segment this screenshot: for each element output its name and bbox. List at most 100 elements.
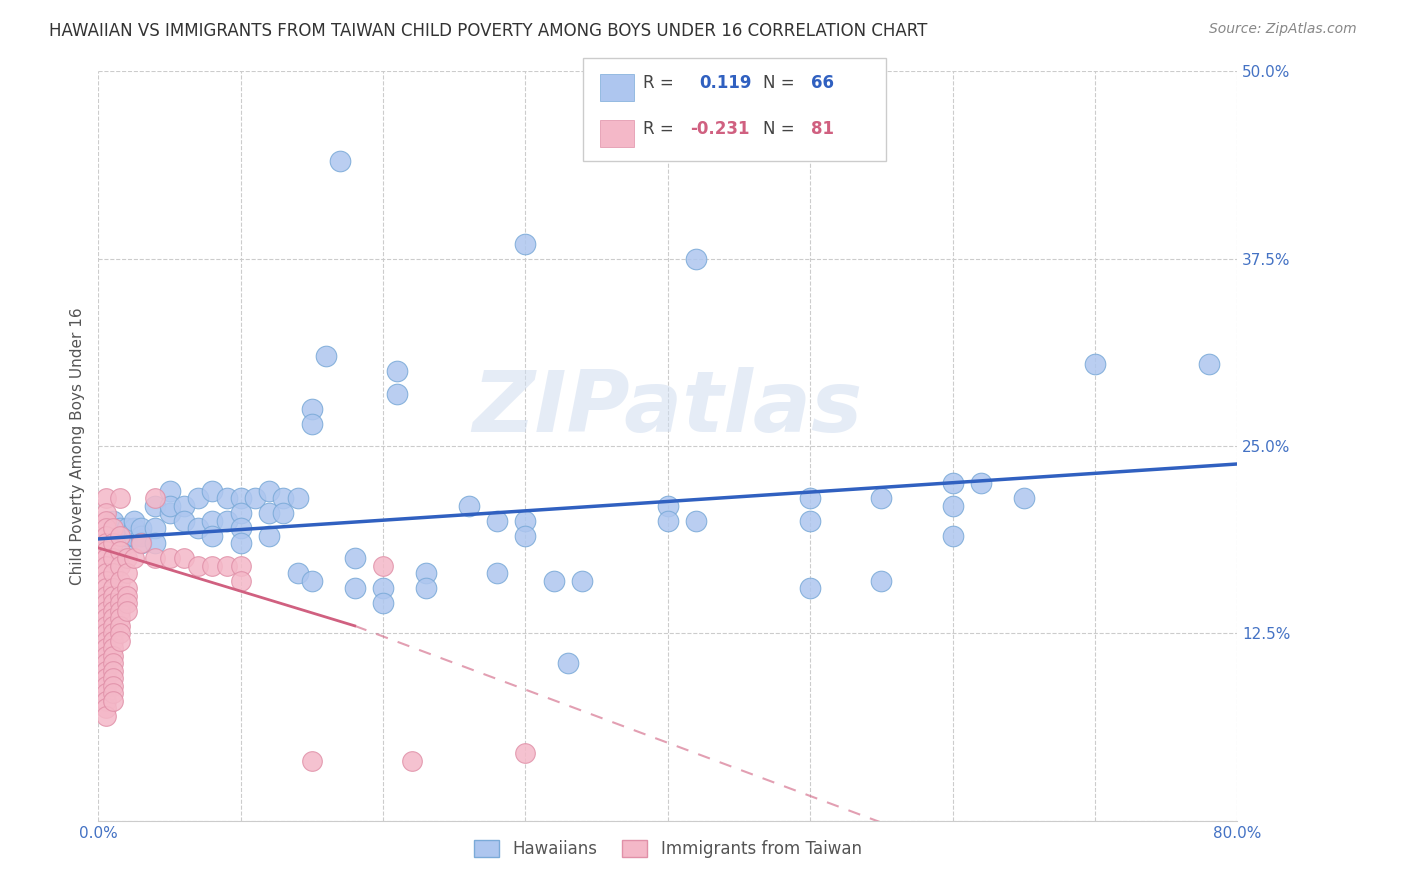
Point [301, 401, 323, 416]
Point [94, 671, 117, 685]
Point [942, 499, 965, 513]
Point [94, 536, 117, 550]
Point [108, 611, 131, 625]
Point [187, 491, 209, 506]
Point [543, 574, 565, 588]
Point [108, 491, 131, 506]
Point [373, 558, 395, 573]
Point [657, 514, 679, 528]
Point [571, 574, 593, 588]
Point [94, 558, 117, 573]
Point [94, 521, 117, 535]
Point [101, 626, 124, 640]
Point [229, 558, 252, 573]
Point [101, 664, 124, 678]
Point [515, 529, 537, 543]
Text: N =: N = [763, 120, 794, 138]
Point [486, 514, 509, 528]
Point [122, 529, 145, 543]
Point [101, 648, 124, 663]
Point [173, 551, 195, 566]
Point [108, 574, 131, 588]
Point [215, 558, 238, 573]
Point [94, 596, 117, 610]
Point [343, 551, 366, 566]
Point [115, 582, 138, 596]
Point [108, 558, 131, 573]
Point [101, 641, 124, 656]
Point [159, 499, 181, 513]
Point [108, 596, 131, 610]
Point [108, 589, 131, 603]
Point [94, 657, 117, 671]
Point [101, 611, 124, 625]
Point [94, 641, 117, 656]
Text: ZIPatlas: ZIPatlas [472, 367, 863, 450]
Point [94, 544, 117, 558]
Point [557, 657, 579, 671]
Text: 81: 81 [811, 120, 834, 138]
Point [145, 491, 167, 506]
Point [94, 491, 117, 506]
Point [94, 582, 117, 596]
Point [343, 582, 366, 596]
Text: 0.119: 0.119 [699, 74, 751, 92]
Point [94, 574, 117, 588]
Point [101, 589, 124, 603]
Point [387, 364, 409, 378]
Point [101, 633, 124, 648]
Point [94, 708, 117, 723]
Point [101, 686, 124, 700]
Point [94, 604, 117, 618]
Point [415, 582, 437, 596]
Point [129, 536, 152, 550]
Point [145, 551, 167, 566]
Point [315, 349, 337, 363]
Point [115, 529, 138, 543]
Point [94, 529, 117, 543]
Point [94, 507, 117, 521]
Point [94, 514, 117, 528]
Point [94, 648, 117, 663]
Point [229, 507, 252, 521]
Point [942, 476, 965, 491]
Point [229, 536, 252, 550]
Point [115, 521, 138, 535]
Point [145, 499, 167, 513]
Point [486, 566, 509, 581]
Point [115, 566, 138, 581]
Point [94, 694, 117, 708]
Point [201, 558, 224, 573]
Point [201, 514, 224, 528]
Point [273, 491, 295, 506]
Point [101, 694, 124, 708]
Point [129, 521, 152, 535]
Point [373, 582, 395, 596]
Point [94, 633, 117, 648]
Point [115, 596, 138, 610]
Point [101, 604, 124, 618]
Point [94, 551, 117, 566]
Point [799, 491, 821, 506]
Point [101, 671, 124, 685]
Point [94, 619, 117, 633]
Point [94, 664, 117, 678]
Point [94, 686, 117, 700]
Point [108, 633, 131, 648]
Point [229, 574, 252, 588]
Point [187, 521, 209, 535]
Point [108, 529, 131, 543]
Point [115, 536, 138, 550]
Point [415, 566, 437, 581]
Point [129, 529, 152, 543]
Point [101, 566, 124, 581]
Point [870, 491, 893, 506]
Point [145, 521, 167, 535]
Point [94, 679, 117, 693]
Point [115, 589, 138, 603]
Point [799, 514, 821, 528]
Point [101, 596, 124, 610]
Y-axis label: Child Poverty Among Boys Under 16: Child Poverty Among Boys Under 16 [69, 307, 84, 585]
Point [101, 582, 124, 596]
Point [1198, 357, 1220, 371]
